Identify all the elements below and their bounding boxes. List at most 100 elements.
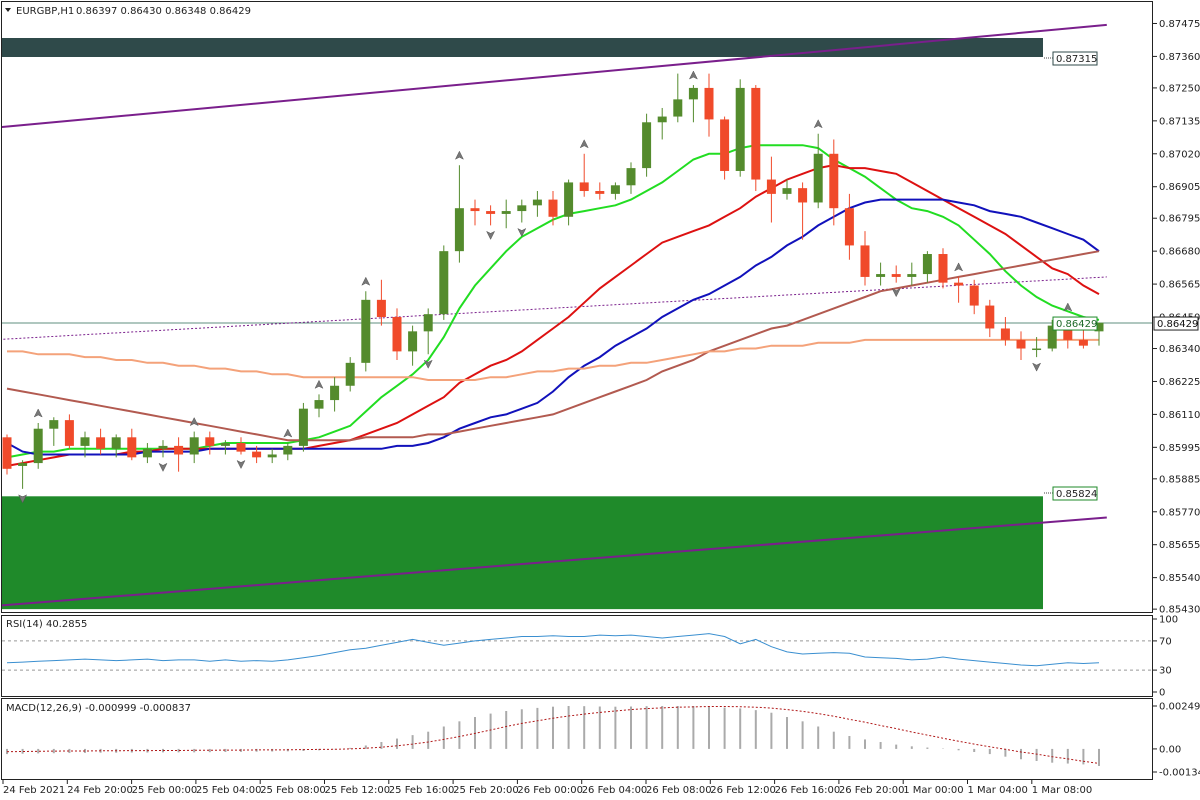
candle-body (876, 274, 886, 277)
candle-70 (1094, 322, 1104, 346)
price-tick-label: 0.86905 (1159, 182, 1200, 193)
level-tag-text: 0.86429 (1056, 319, 1097, 330)
time-tick-label: 26 Feb 04:00 (582, 785, 648, 796)
rsi-label: RSI(14) 40.2855 (6, 619, 87, 630)
candle-body (330, 385, 340, 401)
fractal-arrow-up-12 (579, 139, 589, 149)
symbol-label: EURGBP,H1 (16, 6, 74, 17)
candle-66 (1032, 337, 1042, 358)
candle-body (252, 451, 262, 458)
moving-average-blue (6, 198, 1100, 456)
time-tick-label: 26 Feb 08:00 (646, 785, 712, 796)
candle-42 (657, 107, 667, 140)
candle-37 (579, 153, 589, 197)
fractal-arrow-up-6 (314, 379, 324, 389)
macd-label: MACD(12,26,9) -0.000999 -0.000837 (6, 703, 191, 714)
candle-body (80, 437, 90, 446)
time-tick-label: 24 Feb 20:00 (67, 785, 133, 796)
price-tick-label: 0.86680 (1159, 247, 1200, 258)
time-tick-label: 26 Feb 00:00 (517, 785, 583, 796)
candle-body (189, 437, 199, 455)
time-tick-label: 25 Feb 20:00 (453, 785, 519, 796)
candle-body (1063, 325, 1073, 340)
price-tick-label: 0.87475 (1159, 19, 1200, 30)
candle-40 (626, 162, 636, 194)
candle-body (673, 99, 683, 117)
candle-24 (376, 279, 386, 326)
dropdown-triangle-icon[interactable] (5, 8, 11, 12)
candle-49 (766, 156, 776, 223)
candle-44 (688, 85, 698, 123)
candle-43 (673, 73, 683, 123)
candle-55 (860, 231, 870, 286)
candle-body (782, 188, 792, 194)
candle-41 (642, 113, 652, 177)
price-tick-label: 0.85655 (1159, 540, 1200, 551)
candle-body (423, 314, 433, 332)
candle-body (704, 87, 714, 120)
candle-body (720, 119, 730, 171)
macd-signal-line (6, 706, 1100, 764)
candle-body (111, 437, 121, 449)
rsi-tick-label: 100 (1159, 615, 1178, 626)
fractal-arrow-up-7 (361, 276, 371, 286)
candle-31 (486, 205, 496, 226)
candle-body (829, 153, 839, 209)
candle-13 (205, 431, 215, 455)
trendline-2 (2, 516, 1107, 607)
fractal-arrow-up-13 (688, 70, 698, 80)
time-tick-label: 1 Mar 04:00 (968, 785, 1028, 796)
time-tick-label: 24 Feb 2021 (3, 785, 65, 796)
price-tick-label: 0.86225 (1159, 377, 1200, 388)
candle-32 (501, 199, 511, 229)
fractal-arrow-down-11 (517, 227, 527, 238)
fractal-arrow-up-5 (283, 428, 293, 438)
price-tick-label: 0.86340 (1159, 344, 1200, 355)
candle-50 (782, 179, 792, 200)
fractal-arrow-down-15 (891, 288, 901, 298)
candle-46 (720, 116, 730, 180)
candle-body (657, 116, 667, 123)
price-tick-label: 0.85995 (1159, 443, 1200, 454)
candle-60 (938, 248, 948, 289)
fractal-arrow-up-9 (454, 150, 464, 160)
candle-1 (18, 460, 28, 489)
candle-6 (96, 428, 106, 455)
price-tick-label: 0.87360 (1159, 52, 1200, 63)
candle-62 (969, 279, 979, 315)
macd-tick-label: 0.00249 (1159, 702, 1200, 713)
candle-body (548, 199, 558, 217)
candle-56 (876, 262, 886, 286)
candle-58 (907, 262, 917, 286)
level-tag-0.85824: 0.85824 (1044, 486, 1098, 501)
candle-4 (64, 414, 74, 449)
candle-body (392, 317, 402, 352)
candle-body (1032, 348, 1042, 351)
time-tick-label: 1 Mar 08:00 (1032, 785, 1092, 796)
trendline-1 (2, 23, 1107, 129)
fractal-arrow-down-17 (1032, 362, 1042, 372)
candle-body (860, 245, 870, 277)
level-tag-0.87315: 0.87315 (1044, 51, 1098, 66)
chart-header: EURGBP,H1 0.86397 0.86430 0.86348 0.8642… (5, 6, 251, 17)
candle-body (688, 87, 698, 100)
candle-35 (548, 191, 558, 226)
candle-64 (1000, 317, 1010, 346)
candle-body (1047, 325, 1057, 349)
candle-19 (298, 402, 308, 452)
candle-body (579, 182, 589, 192)
candle-33 (517, 199, 527, 223)
macd-panel-frame (1, 698, 1153, 780)
price-tick-label: 0.86110 (1159, 410, 1200, 421)
candle-21 (330, 377, 340, 412)
candle-body (751, 87, 761, 180)
candle-10 (158, 440, 168, 458)
candle-54 (844, 193, 854, 260)
time-tick-label: 26 Feb 12:00 (710, 785, 776, 796)
candle-47 (735, 79, 745, 177)
candle-body (564, 182, 574, 217)
candle-body (532, 199, 542, 206)
time-tick-label: 26 Feb 20:00 (839, 785, 905, 796)
candle-34 (532, 191, 542, 217)
